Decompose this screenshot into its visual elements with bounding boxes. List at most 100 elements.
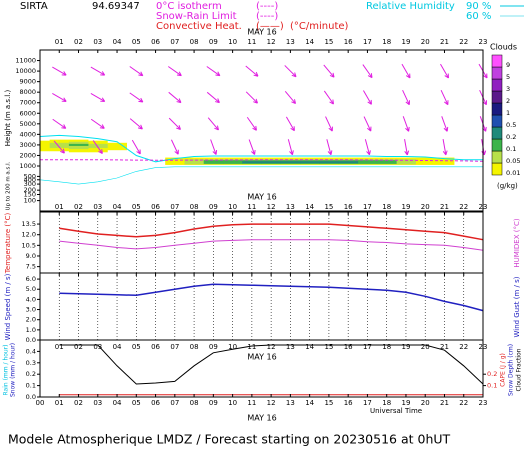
wind-arrow (90, 118, 105, 129)
series-line (59, 344, 484, 385)
x-tick-label: 18 (382, 38, 391, 46)
colorbar-label: 0.2 (506, 133, 516, 141)
x-tick-label: 21 (440, 38, 449, 46)
y-tick-label: 7.5 (26, 263, 36, 271)
x-tick-label: 19 (401, 38, 410, 46)
wind-arrow (245, 65, 259, 77)
wind-arrow (402, 89, 410, 106)
y-tick-label: 0.1 (26, 382, 36, 390)
wind-arrow (52, 66, 67, 76)
wind-arrow (90, 93, 106, 102)
cloud-cell (88, 143, 108, 149)
cloud-cell (396, 159, 416, 165)
wind-arrow (441, 116, 449, 132)
wind-arrow (440, 63, 449, 79)
x-tick-label: 08 (190, 38, 199, 46)
legend-isotherm-key: (----) (256, 1, 278, 12)
y-tick-label: 500 (24, 172, 36, 180)
legend-rh: Relative Humidity (366, 1, 455, 12)
x-tick-label-lower: 12 (267, 203, 276, 211)
x-tick-label-upper: 02 (74, 343, 83, 351)
x-tick-label-lower: 20 (421, 203, 430, 211)
series-line (59, 239, 484, 251)
cloud-cell (338, 161, 359, 164)
x-axis-label: Universal Time (370, 407, 422, 415)
y-tick-label: 0.2 (26, 370, 36, 378)
y-tick-label: 5000 (19, 120, 36, 128)
x-tick-label: 10 (228, 38, 237, 46)
x-tick-label-upper: 06 (151, 343, 160, 351)
y-tick-label: 200 (24, 186, 36, 194)
wind-arrow (440, 89, 449, 106)
wind-arrow (206, 66, 221, 77)
x-tick-label-upper: 12 (267, 343, 276, 351)
y-tick-label: 1000 (19, 162, 36, 170)
wind-arrow (287, 139, 294, 156)
cloud-cell (49, 142, 70, 149)
wind-arrow (129, 92, 144, 103)
x-tick-label-lower: 08 (190, 203, 199, 211)
coords: 94.69347 (92, 1, 140, 12)
x-tick-label: 20 (421, 399, 430, 407)
wind-arrow (284, 91, 297, 105)
y2-tick-label: 0.1 (487, 382, 497, 390)
wind-arrow (52, 118, 67, 129)
wind-arrow (402, 116, 410, 132)
x-tick-label: 09 (209, 399, 218, 407)
y2-axis-label: HUMIDEX (°C) (513, 218, 521, 267)
x-tick-label-upper: 10 (228, 343, 237, 351)
y-tick-label: 6.0 (26, 275, 36, 283)
isotherm-line (40, 159, 483, 162)
x-tick-label-upper: 03 (93, 343, 102, 351)
wind-arrow (323, 90, 334, 105)
y-axis-label: Height (m a.s.l.) (4, 90, 12, 147)
colorbar-box (491, 90, 503, 104)
colorbar-label: 9 (506, 61, 510, 69)
x-tick-label-lower: 01 (55, 203, 64, 211)
x-tick-label-upper: 20 (421, 343, 430, 351)
x-tick-label-lower: 02 (74, 203, 83, 211)
wind-arrow (168, 117, 181, 130)
x-tick-label-lower: 14 (305, 203, 314, 211)
x-tick-label: 01 (55, 399, 64, 407)
y-tick-label: 2.0 (26, 316, 36, 324)
cloud-cell (377, 160, 397, 164)
colorbar-box (491, 138, 503, 152)
rh-60-contour (40, 166, 483, 185)
date-label: MAY 16 (247, 193, 276, 202)
x-tick-label: 06 (151, 38, 160, 46)
x-tick-label: 05 (132, 399, 141, 407)
x-tick-label: 15 (324, 399, 333, 407)
x-tick-label-upper: 22 (459, 343, 468, 351)
x-tick-label-upper: 18 (382, 343, 391, 351)
y-axis-label: Temperature (°C) (4, 213, 12, 275)
cloud-cell (165, 157, 185, 165)
y-tick-label: 11000 (15, 57, 36, 65)
wind-arrow (167, 66, 182, 77)
y-tick-label: 7000 (19, 99, 36, 107)
legend-isotherm: 0°C isotherm (156, 1, 222, 12)
y-tick-label: 4.0 (26, 295, 36, 303)
x-tick-label: 13 (286, 399, 295, 407)
colorbar-label: 0.05 (506, 157, 520, 165)
x-tick-label: 12 (267, 399, 276, 407)
cloud-cell (68, 143, 89, 146)
x-tick-label-lower: 22 (459, 203, 468, 211)
x-tick-label: 14 (305, 38, 314, 46)
cloud-cell (261, 161, 282, 164)
x-tick-label-upper: 21 (440, 343, 449, 351)
x-tick-label-lower: 17 (363, 203, 372, 211)
wind-arrow (210, 139, 218, 155)
cloud-cell (203, 160, 224, 164)
x-tick-label-lower: 16 (344, 203, 353, 211)
legend-rh-60: 60 % (466, 11, 491, 22)
y2-tick-label: 0.2 (487, 370, 497, 378)
x-tick-label: 21 (440, 399, 449, 407)
x-tick-label-upper: 04 (113, 343, 122, 351)
y-tick-label: 12.0 (22, 231, 36, 239)
wind-arrow (52, 93, 67, 102)
x-tick-label-upper: 01 (55, 343, 64, 351)
x-tick-label-lower: 13 (286, 203, 295, 211)
colorbar-unit: (g/kg) (497, 182, 518, 190)
x-tick-label: 11 (247, 399, 256, 407)
